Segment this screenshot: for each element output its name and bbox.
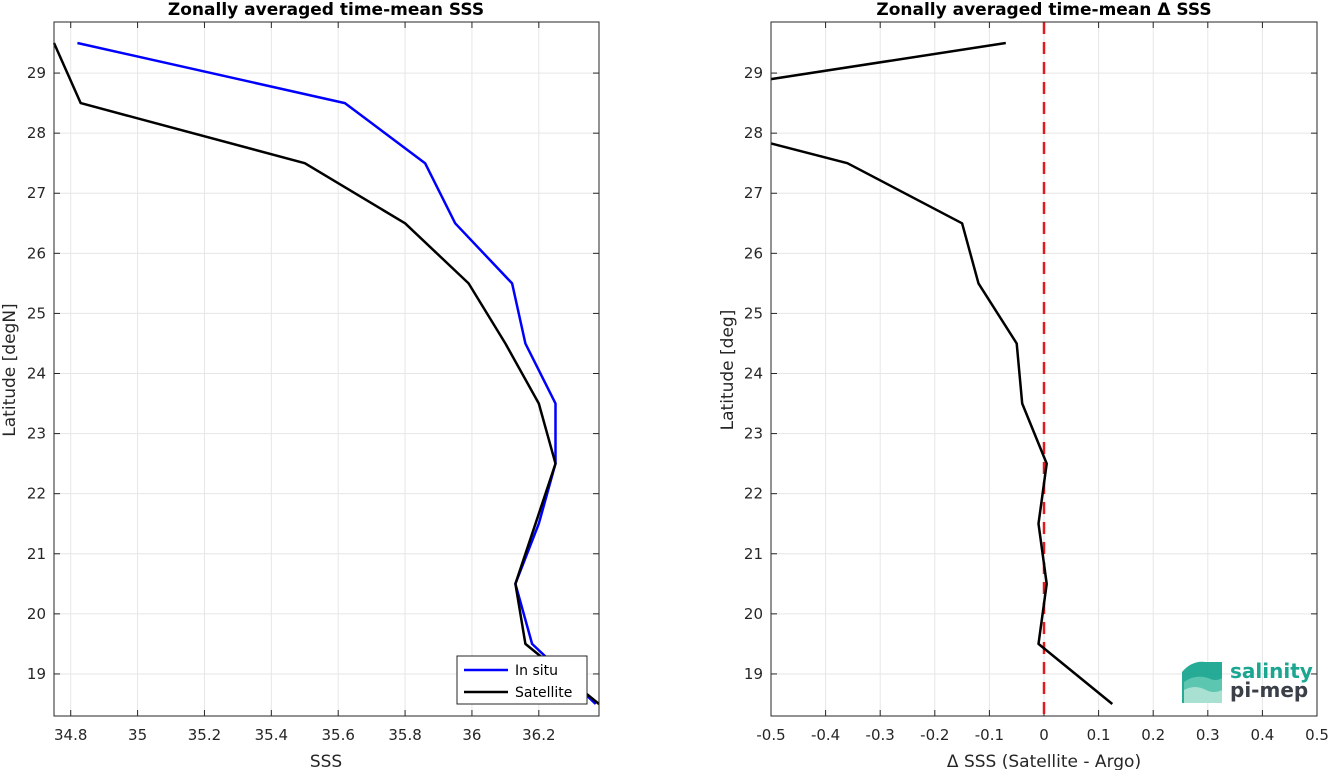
x-tick-label: 35	[128, 726, 147, 744]
y-axis-label: Latitude [deg]	[718, 310, 738, 431]
x-axis-label: SSS	[310, 752, 342, 770]
x-tick-label: -0.2	[920, 726, 949, 744]
y-tick-label: 21	[744, 545, 763, 563]
salinity-pi-mep-logo: salinity pi-mep	[1182, 659, 1313, 703]
y-tick-label: 19	[744, 665, 763, 683]
x-tick-label: -0.4	[811, 726, 840, 744]
x-axis-ticks: -0.5 -0.4 -0.3 -0.2 -0.1 0 0.1 0.2 0.3 0.4 0.5	[756, 22, 1329, 744]
x-tick-label: 0.5	[1305, 726, 1329, 744]
x-tick-label: 0.4	[1250, 726, 1274, 744]
y-tick-label: 22	[27, 485, 46, 503]
x-tick-label: 34.8	[54, 726, 87, 744]
y-tick-label: 19	[27, 665, 46, 683]
x-tick-label: 35.8	[388, 726, 421, 744]
legend-box	[456, 655, 588, 705]
series-line-segment-1	[770, 41, 1006, 81]
series-line-segment-0	[770, 142, 1114, 705]
x-tick-label: 0.2	[1141, 726, 1165, 744]
y-tick-label: 27	[744, 184, 763, 202]
logo-text-line1: salinity	[1230, 659, 1313, 683]
x-tick-label: 0.3	[1196, 726, 1220, 744]
y-tick-label: 26	[27, 244, 46, 262]
y-tick-label: 25	[744, 304, 763, 322]
x-tick-label: 0	[1039, 726, 1049, 744]
wave-icon	[1182, 661, 1222, 703]
y-tick-label: 23	[744, 425, 763, 443]
y-tick-label: 20	[27, 605, 46, 623]
y-tick-label: 28	[744, 124, 763, 142]
y-tick-label: 26	[744, 244, 763, 262]
x-tick-label: -0.5	[756, 726, 785, 744]
logo-text-line2: pi-mep	[1230, 678, 1308, 702]
y-tick-label: 20	[744, 605, 763, 623]
y-axis-ticks: 19 20 21 22 23 24 25 26 27 28 29	[744, 64, 1317, 683]
y-tick-label: 24	[744, 365, 763, 383]
chart-title: Zonally averaged time-mean SSS	[168, 0, 484, 20]
y-tick-label: 29	[27, 64, 46, 82]
y-tick-label: 28	[27, 124, 46, 142]
x-tick-label: 35.2	[188, 726, 221, 744]
chart-title: Zonally averaged time-mean Δ SSS	[876, 0, 1211, 20]
y-tick-label: 23	[27, 425, 46, 443]
x-tick-label: 35.4	[255, 726, 288, 744]
x-axis-label: Δ SSS (Satellite - Argo)	[947, 752, 1141, 770]
legend: In situ Satellite	[456, 655, 588, 705]
y-tick-label: 24	[27, 365, 46, 383]
plot-area-frame	[770, 21, 1318, 717]
x-tick-label: 36	[462, 726, 481, 744]
legend-label-in-situ: In situ	[515, 663, 558, 679]
x-axis-ticks: 34.8 35 35.2 35.4 35.6 35.8 36 36.2	[54, 22, 556, 744]
y-tick-label: 22	[744, 485, 763, 503]
y-tick-label: 25	[27, 304, 46, 322]
x-tick-label: 36.2	[522, 726, 555, 744]
series-group	[770, 41, 1114, 705]
x-tick-label: -0.3	[866, 726, 895, 744]
legend-label-satellite: Satellite	[515, 685, 572, 701]
grid	[54, 22, 599, 716]
x-tick-label: -0.1	[975, 726, 1004, 744]
y-axis-label: Latitude [degN]	[0, 303, 20, 436]
y-tick-label: 29	[744, 64, 763, 82]
x-tick-label: 35.6	[321, 726, 354, 744]
series-group	[52, 41, 600, 705]
y-axis-ticks: 19 20 21 22 23 24 25 26 27 28 29	[27, 64, 599, 683]
x-tick-label: 0.1	[1087, 726, 1111, 744]
plot-area-frame	[53, 21, 600, 717]
y-tick-label: 21	[27, 545, 46, 563]
series-line-satellite	[52, 42, 600, 705]
y-tick-label: 27	[27, 184, 46, 202]
chart-panel-sss: Zonally averaged time-mean SSS SSS Latit…	[0, 0, 600, 770]
chart-panel-delta-sss: Zonally averaged time-mean Δ SSS Δ SSS (…	[718, 0, 1329, 770]
